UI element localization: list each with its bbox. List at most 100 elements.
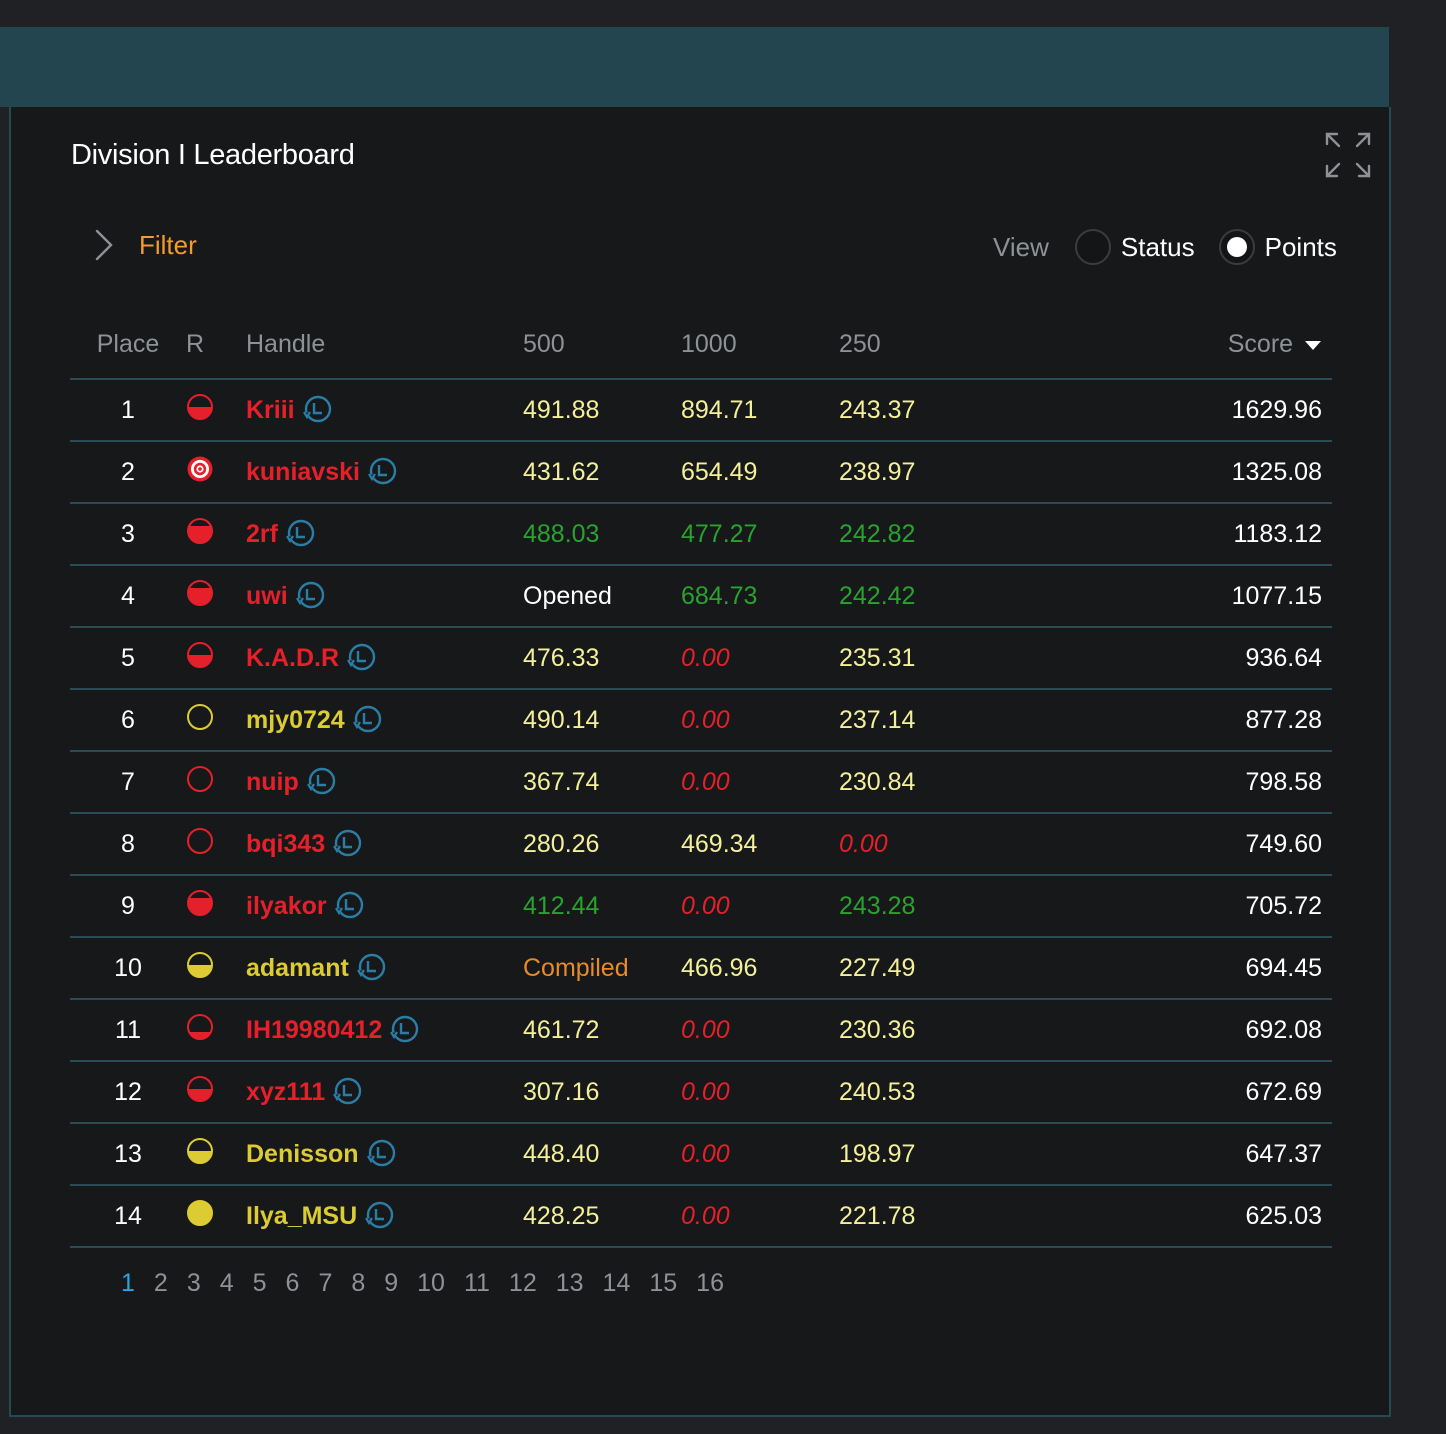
history-clock-icon[interactable] xyxy=(351,704,383,736)
history-clock-icon[interactable] xyxy=(284,518,316,550)
cell-problem-500[interactable]: 412.44 xyxy=(523,875,681,938)
table-row[interactable]: 9 ilyakor 412.44 0.00 243.28 705.72 xyxy=(70,875,1332,938)
history-clock-icon[interactable] xyxy=(345,642,377,674)
filter-toggle[interactable]: Filter xyxy=(93,225,197,265)
cell-problem-500[interactable]: 490.14 xyxy=(523,689,681,752)
handle-link[interactable]: mjy0724 xyxy=(246,705,345,734)
view-points-radio[interactable]: Points xyxy=(1218,229,1337,265)
cell-problem-250[interactable]: 243.37 xyxy=(839,379,997,442)
cell-problem-250[interactable]: 230.36 xyxy=(839,999,997,1062)
history-clock-icon[interactable] xyxy=(305,766,337,798)
page-link[interactable]: 10 xyxy=(417,1269,445,1297)
cell-problem-250[interactable]: 240.53 xyxy=(839,1061,997,1124)
table-row[interactable]: 7 nuip 367.74 0.00 230.84 798.58 xyxy=(70,751,1332,814)
cell-problem-500[interactable]: 431.62 xyxy=(523,441,681,504)
column-header-score[interactable]: Score xyxy=(997,310,1332,380)
history-clock-icon[interactable] xyxy=(366,456,398,488)
table-row[interactable]: 14 Ilya_MSU 428.25 0.00 221.78 625.03 xyxy=(70,1185,1332,1248)
page-link[interactable]: 2 xyxy=(153,1269,168,1297)
cell-problem-1000[interactable]: 0.00 xyxy=(681,751,839,814)
page-link[interactable]: 13 xyxy=(555,1269,584,1297)
table-row[interactable]: 4 uwi Opened 684.73 242.42 1077.15 xyxy=(70,565,1332,628)
column-header-handle[interactable]: Handle xyxy=(246,310,523,380)
cell-problem-1000[interactable]: 0.00 xyxy=(681,689,839,752)
column-header-place[interactable]: Place xyxy=(70,310,186,380)
cell-problem-500[interactable]: 488.03 xyxy=(523,503,681,566)
table-row[interactable]: 10 adamant Compiled 466.96 227.49 694.45 xyxy=(70,937,1332,1000)
cell-problem-1000[interactable]: 654.49 xyxy=(681,441,839,504)
cell-problem-1000[interactable]: 894.71 xyxy=(681,379,839,442)
handle-link[interactable]: nuip xyxy=(246,767,299,796)
page-link[interactable]: 6 xyxy=(285,1269,300,1297)
cell-problem-500[interactable]: 428.25 xyxy=(523,1185,681,1248)
history-clock-icon[interactable] xyxy=(294,580,326,612)
cell-problem-1000[interactable]: 0.00 xyxy=(681,1185,839,1248)
history-clock-icon[interactable] xyxy=(331,828,363,860)
page-link[interactable]: 11 xyxy=(463,1269,490,1297)
cell-problem-250[interactable]: 0.00 xyxy=(839,813,997,876)
cell-problem-1000[interactable]: 684.73 xyxy=(681,565,839,628)
history-clock-icon[interactable] xyxy=(331,1076,363,1108)
cell-problem-1000[interactable]: 0.00 xyxy=(681,999,839,1062)
page-link[interactable]: 15 xyxy=(649,1269,678,1297)
column-header-problem-1000[interactable]: 1000 xyxy=(681,310,839,380)
table-row[interactable]: 11 IH19980412 461.72 0.00 230.36 692.08 xyxy=(70,999,1332,1062)
table-row[interactable]: 1 Kriii 491.88 894.71 243.37 1629.96 xyxy=(70,379,1332,442)
handle-link[interactable]: Denisson xyxy=(246,1139,359,1168)
page-link[interactable]: 5 xyxy=(252,1269,267,1297)
cell-problem-500[interactable]: 367.74 xyxy=(523,751,681,814)
table-row[interactable]: 5 K.A.D.R 476.33 0.00 235.31 936.64 xyxy=(70,627,1332,690)
history-clock-icon[interactable] xyxy=(365,1138,397,1170)
radio-circle[interactable] xyxy=(1218,229,1255,265)
handle-link[interactable]: ilyakor xyxy=(246,891,327,920)
table-row[interactable]: 3 2rf 488.03 477.27 242.82 1183.12 xyxy=(70,503,1332,566)
page-link[interactable]: 12 xyxy=(508,1269,537,1297)
cell-problem-1000[interactable]: 0.00 xyxy=(681,875,839,938)
handle-link[interactable]: Kriii xyxy=(246,395,295,424)
column-header-problem-500[interactable]: 500 xyxy=(523,310,681,380)
cell-problem-1000[interactable]: 0.00 xyxy=(681,627,839,690)
cell-problem-1000[interactable]: 0.00 xyxy=(681,1123,839,1186)
cell-problem-500[interactable]: 476.33 xyxy=(523,627,681,690)
cell-problem-250[interactable]: 198.97 xyxy=(839,1123,997,1186)
cell-problem-250[interactable]: 237.14 xyxy=(839,689,997,752)
page-link[interactable]: 8 xyxy=(351,1269,366,1297)
cell-problem-500[interactable]: 448.40 xyxy=(523,1123,681,1186)
table-row[interactable]: 8 bqi343 280.26 469.34 0.00 749.60 xyxy=(70,813,1332,876)
handle-link[interactable]: xyz111 xyxy=(246,1077,326,1106)
view-status-radio[interactable]: Status xyxy=(1074,229,1195,265)
cell-problem-500[interactable]: 461.72 xyxy=(523,999,681,1062)
cell-problem-500[interactable]: 491.88 xyxy=(523,379,681,442)
handle-link[interactable]: Ilya_MSU xyxy=(246,1201,358,1230)
page-link[interactable]: 7 xyxy=(318,1269,333,1297)
cell-problem-250[interactable]: 238.97 xyxy=(839,441,997,504)
cell-problem-250[interactable]: 227.49 xyxy=(839,937,997,1000)
page-link[interactable]: 16 xyxy=(696,1269,724,1297)
handle-link[interactable]: adamant xyxy=(246,953,349,982)
cell-problem-250[interactable]: 243.28 xyxy=(839,875,997,938)
history-clock-icon[interactable] xyxy=(333,890,365,922)
page-link[interactable]: 1 xyxy=(121,1269,135,1297)
cell-problem-500[interactable]: 307.16 xyxy=(523,1061,681,1124)
table-row[interactable]: 12 xyz111 307.16 0.00 240.53 672.69 xyxy=(70,1061,1332,1124)
cell-problem-500[interactable]: 280.26 xyxy=(523,813,681,876)
cell-problem-1000[interactable]: 469.34 xyxy=(681,813,839,876)
expand-icon[interactable] xyxy=(1325,132,1371,178)
page-link[interactable]: 4 xyxy=(219,1269,234,1297)
history-clock-icon[interactable] xyxy=(388,1014,420,1046)
cell-problem-250[interactable]: 242.42 xyxy=(839,565,997,628)
column-header-problem-250[interactable]: 250 xyxy=(839,310,997,380)
cell-problem-250[interactable]: 235.31 xyxy=(839,627,997,690)
handle-link[interactable]: kuniavski xyxy=(246,457,360,486)
cell-problem-500[interactable]: Opened xyxy=(523,565,681,628)
page-link[interactable]: 3 xyxy=(186,1269,201,1297)
table-row[interactable]: 6 mjy0724 490.14 0.00 237.14 877.28 xyxy=(70,689,1332,752)
handle-link[interactable]: K.A.D.R xyxy=(246,643,340,672)
history-clock-icon[interactable] xyxy=(355,952,387,984)
handle-link[interactable]: uwi xyxy=(246,581,288,610)
cell-problem-250[interactable]: 230.84 xyxy=(839,751,997,814)
history-clock-icon[interactable] xyxy=(363,1200,395,1232)
page-link[interactable]: 14 xyxy=(602,1269,631,1297)
handle-link[interactable]: IH19980412 xyxy=(246,1015,383,1044)
column-header-rank[interactable]: R xyxy=(186,310,246,380)
